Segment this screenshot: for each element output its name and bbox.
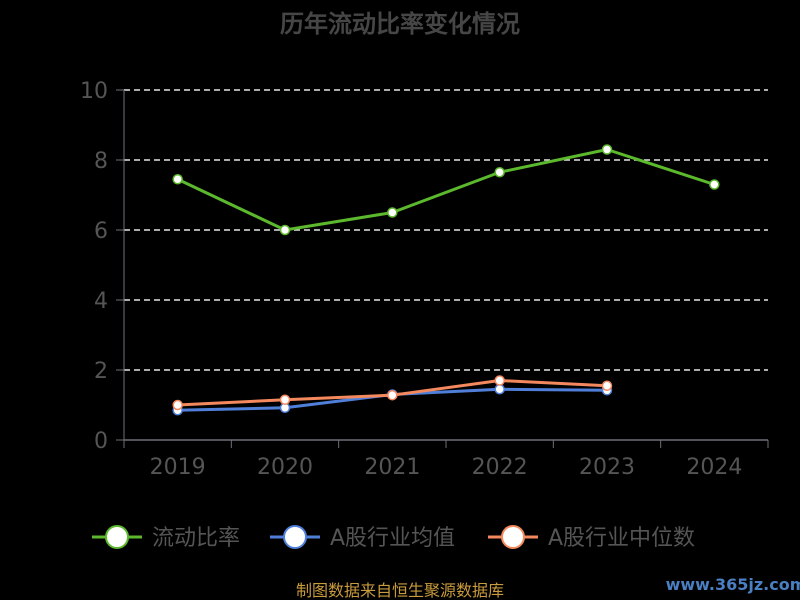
legend-marker-icon: [105, 525, 129, 549]
legend-marker-icon: [501, 525, 525, 549]
legend-label: 流动比率: [152, 526, 240, 551]
data-point[interactable]: [494, 167, 505, 178]
x-tick-label: 2023: [579, 455, 635, 480]
data-point[interactable]: [494, 375, 505, 386]
data-point[interactable]: [709, 179, 720, 190]
data-point[interactable]: [601, 144, 613, 155]
data-point[interactable]: [387, 207, 398, 218]
y-tick-label: 10: [80, 79, 108, 104]
legend-item-2[interactable]: A股行业中位数: [488, 525, 695, 551]
legend-label: A股行业中位数: [548, 526, 695, 551]
y-tick-label: 6: [94, 219, 108, 244]
grid-lines: [124, 89, 768, 371]
legend: 流动比率 A股行业均值 A股行业中位数: [92, 525, 695, 551]
legend-item-0[interactable]: 流动比率: [92, 525, 240, 551]
data-point[interactable]: [279, 224, 291, 236]
x-tick-label: 2019: [150, 455, 206, 480]
data-point[interactable]: [279, 394, 291, 405]
legend-marker-icon: [283, 525, 307, 549]
data-point[interactable]: [387, 389, 398, 401]
legend-item-1[interactable]: A股行业均值: [270, 525, 455, 551]
series-line-0: [177, 148, 715, 232]
y-tick-label: 2: [94, 359, 108, 384]
y-tick-label: 4: [94, 289, 108, 314]
data-point[interactable]: [601, 380, 613, 391]
data-point[interactable]: [494, 384, 505, 395]
x-tick-label: 2021: [364, 455, 420, 480]
data-point[interactable]: [172, 399, 183, 411]
y-tick-label: 8: [94, 149, 108, 174]
watermark: www.365jz.com: [666, 575, 800, 594]
x-tick-label: 2024: [686, 455, 742, 480]
data-point[interactable]: [172, 174, 183, 185]
source-note: 制图数据来自恒生聚源数据库: [296, 581, 504, 600]
series-lines: [172, 144, 720, 416]
y-tick-label: 0: [94, 429, 108, 454]
axes: 0 2 4 6 8 10 2019 2020 2021 2022 2023 2024: [80, 79, 769, 480]
x-tick-label: 2022: [472, 455, 528, 480]
x-tick-label: 2020: [257, 455, 313, 480]
chart-title: 历年流动比率变化情况: [280, 10, 520, 38]
legend-label: A股行业均值: [330, 526, 455, 551]
